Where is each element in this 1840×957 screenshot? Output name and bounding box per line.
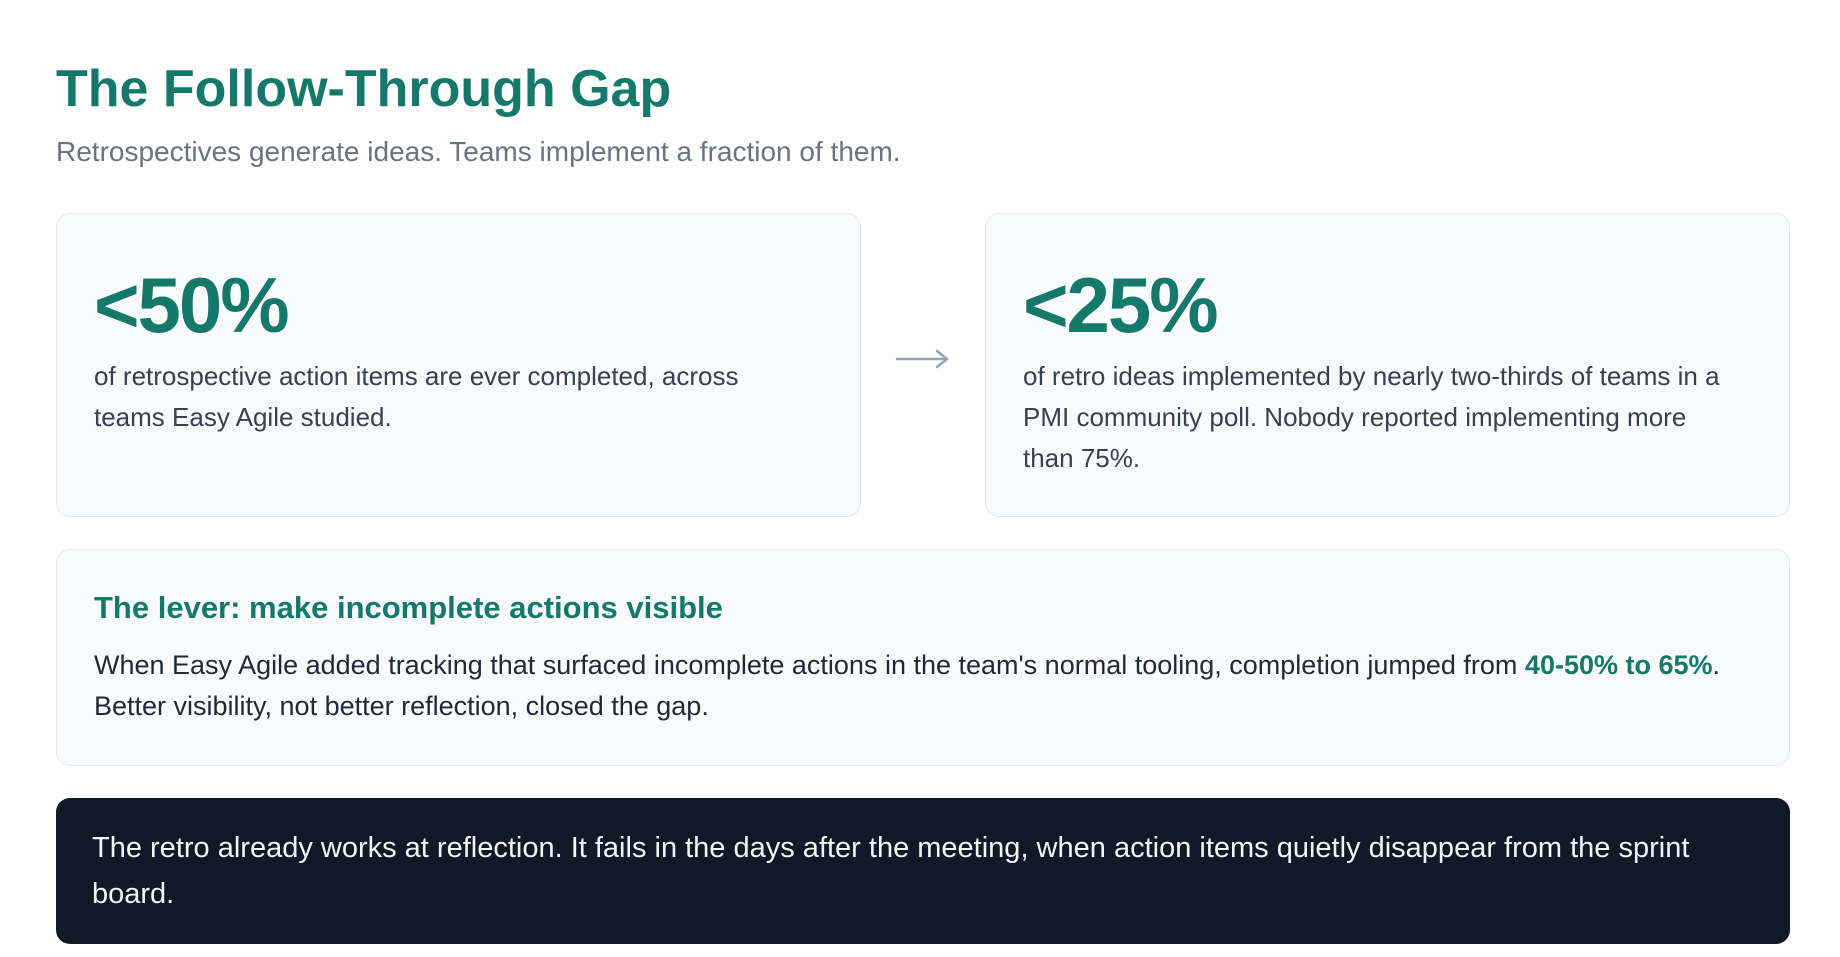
callout-text: The retro already works at reflection. I… xyxy=(92,832,1690,910)
page-subtitle: Retrospectives generate ideas. Teams imp… xyxy=(56,136,901,167)
lever-text-after: . Better visibility, not better reflecti… xyxy=(94,650,1721,721)
lever-heading: The lever: make incomplete actions visib… xyxy=(94,590,723,625)
page-title: The Follow-Through Gap xyxy=(56,60,672,118)
stat-value: <25% xyxy=(1023,261,1219,349)
stat-card-implemented: <25% of retro ideas implemented by nearl… xyxy=(985,213,1790,517)
lever-text-before: When Easy Agile added tracking that surf… xyxy=(94,650,1525,680)
stat-description: of retrospective action items are ever c… xyxy=(94,361,739,432)
lever-text: When Easy Agile added tracking that surf… xyxy=(94,645,1754,727)
stat-card-completed: <50% of retrospective action items are e… xyxy=(56,213,861,517)
lever-highlight: 40-50% to 65% xyxy=(1524,650,1713,680)
callout-banner: The retro already works at reflection. I… xyxy=(56,798,1790,944)
stat-description: of retro ideas implemented by nearly two… xyxy=(1023,361,1720,473)
arrow-right-icon xyxy=(895,349,949,369)
stat-value: <50% xyxy=(94,261,290,349)
lever-card: The lever: make incomplete actions visib… xyxy=(56,549,1790,766)
